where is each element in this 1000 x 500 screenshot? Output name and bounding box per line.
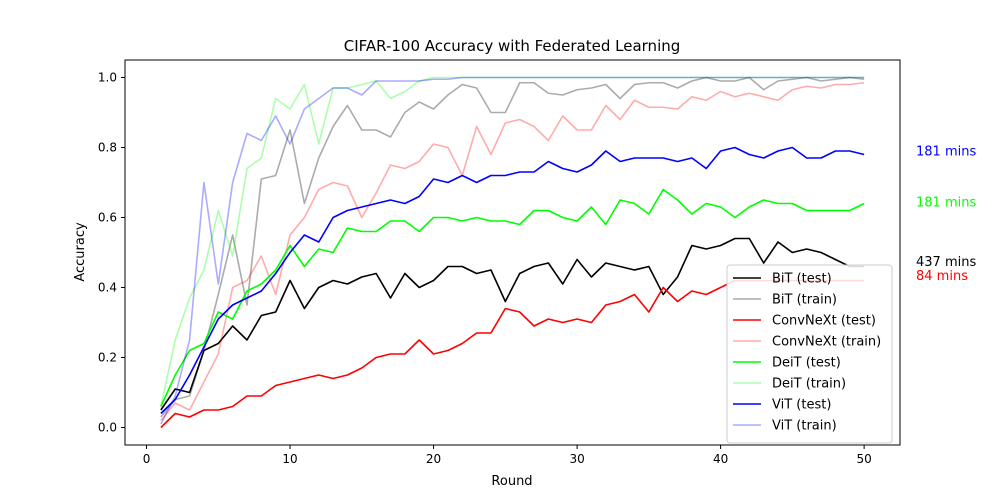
y-tick-label: 1.0: [98, 71, 117, 85]
y-tick-label: 0.2: [98, 351, 117, 365]
series-line-bit-train: [160, 76, 865, 418]
runtime-label: 84 mins: [916, 269, 968, 284]
y-axis-label: Accuracy: [73, 222, 88, 282]
x-tick-label: 30: [569, 452, 584, 466]
series-line-convnext-train: [160, 81, 865, 422]
x-tick-label: 20: [426, 452, 441, 466]
y-tick-label: 0.6: [98, 211, 117, 225]
series-line-vit-test: [160, 146, 865, 415]
legend-label: BiT (test): [772, 272, 832, 287]
x-axis: 0 10 20 30 40 50: [143, 445, 872, 466]
x-tick-label: 0: [143, 452, 151, 466]
runtime-label: 437 mins: [916, 255, 976, 270]
legend-box: [726, 264, 893, 444]
x-tick-label: 50: [856, 452, 871, 466]
legend-label: DeiT (test): [772, 356, 841, 371]
x-tick-label: 10: [282, 452, 297, 466]
series-line-bit-test: [160, 237, 865, 411]
legend-label: ViT (train): [772, 419, 837, 434]
legend-label: DeiT (train): [772, 377, 846, 392]
legend-label: ConvNeXt (train): [772, 335, 881, 350]
legend: BiT (test) BiT (train) ConvNeXt (test) Conv…: [726, 264, 893, 444]
legend-label: ViT (test): [772, 398, 831, 413]
chart-title: CIFAR-100 Accuracy with Federated Learni…: [344, 37, 681, 55]
series-line-vit-train: [160, 76, 865, 425]
series-line-deit-train: [160, 76, 865, 407]
series-layer: [160, 76, 865, 429]
y-tick-label: 0.0: [98, 421, 117, 435]
x-tick-label: 40: [713, 452, 728, 466]
legend-label: BiT (train): [772, 293, 837, 308]
y-tick-label: 0.8: [98, 141, 117, 155]
y-tick-label: 0.4: [98, 281, 117, 295]
runtime-label: 181 mins: [916, 195, 976, 210]
plot-frame: [124, 59, 901, 446]
x-axis-label: Round: [491, 474, 532, 489]
y-axis: 0.0 0.2 0.4 0.6 0.8 1.0: [98, 71, 125, 435]
runtime-label: 181 mins: [916, 145, 976, 160]
legend-label: ConvNeXt (test): [772, 314, 876, 329]
series-line-deit-test: [160, 188, 865, 407]
